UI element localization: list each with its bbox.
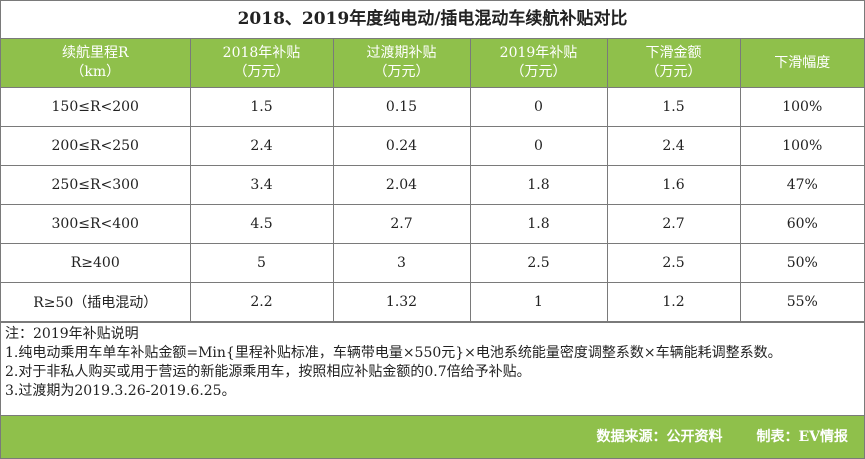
cell-decline-rate: 47% (739, 165, 864, 205)
cell-2019: 2.5 (469, 243, 608, 283)
cell-range: 150≤R<200 (1, 87, 191, 127)
cell-range: 250≤R<300 (1, 165, 191, 205)
cell-transition: 2.04 (332, 165, 471, 205)
cell-decline-amount: 1.2 (606, 282, 741, 322)
cell-decline-amount: 1.6 (606, 165, 741, 205)
table-row: 150≤R<200 1.5 0.15 0 1.5 100% (1, 87, 864, 127)
table-row: R≥400 5 3 2.5 2.5 50% (1, 243, 864, 283)
cell-decline-rate: 100% (739, 126, 864, 166)
cell-2019: 1 (469, 282, 608, 322)
subsidy-table: 续航里程R （km） 2018年补贴 （万元） 过渡期补贴 （万元） 2019年补贴（… (1, 39, 864, 322)
cell-2019: 0 (469, 87, 608, 127)
cell-transition: 0.24 (332, 126, 471, 166)
subsidy-notes: 注：2019年补贴说明 1.纯电动乘用车单车补贴金额=Min{里程补贴标准，车辆… (1, 322, 864, 424)
cell-2018: 4.5 (189, 204, 334, 244)
header-transition-subsidy: 过渡期补贴 （万元） (332, 39, 471, 88)
cell-decline-amount: 1.5 (606, 87, 741, 127)
cell-range: R≥400 (1, 243, 191, 283)
cell-decline-rate: 60% (739, 204, 864, 244)
cell-transition: 3 (332, 243, 471, 283)
cell-range: 200≤R<250 (1, 126, 191, 166)
cell-2018: 2.4 (189, 126, 334, 166)
cell-2018: 5 (189, 243, 334, 283)
note-item: 1.纯电动乘用车单车补贴金额=Min{里程补贴标准，车辆带电量×550元}×电池… (5, 345, 782, 361)
cell-2019: 1.8 (469, 204, 608, 244)
cell-decline-amount: 2.4 (606, 126, 741, 166)
table-row: 300≤R<400 4.5 2.7 1.8 2.7 60% (1, 204, 864, 244)
cell-transition: 2.7 (332, 204, 471, 244)
header-2019-subsidy: 2019年补贴 （万元） (469, 39, 608, 88)
header-decline-amount: 下滑金额 （万元） (606, 39, 741, 88)
cell-decline-rate: 100% (739, 87, 864, 127)
header-range: 续航里程R （km） (1, 39, 191, 88)
cell-transition: 0.15 (332, 87, 471, 127)
cell-range: R≥50（插电混动） (1, 282, 191, 322)
data-source: 数据来源：公开资料 (596, 429, 723, 445)
cell-2019: 1.8 (469, 165, 608, 205)
header-decline-rate: 下滑幅度 (739, 39, 864, 88)
cell-2019: 0 (469, 126, 608, 166)
cell-decline-rate: 50% (739, 243, 864, 283)
cell-decline-amount: 2.7 (606, 204, 741, 244)
table-row: 250≤R<300 3.4 2.04 1.8 1.6 47% (1, 165, 864, 205)
cell-decline-rate: 55% (739, 282, 864, 322)
cell-decline-amount: 2.5 (606, 243, 741, 283)
note-heading: 注：2019年补贴说明 (5, 326, 139, 342)
header-2018-subsidy: 2018年补贴 （万元） (189, 39, 334, 88)
note-item: 3.过渡期为2019.3.26-2019.6.25。 (5, 383, 236, 399)
table-row: R≥50（插电混动） 2.2 1.32 1 1.2 55% (1, 282, 864, 322)
table-title: 2018、2019年度纯电动/插电混动车续航补贴对比 (1, 1, 864, 39)
source-footer: 数据来源：公开资料 制表：EV情报 (1, 415, 864, 458)
header-row: 续航里程R （km） 2018年补贴 （万元） 过渡期补贴 （万元） 2019年补贴（… (1, 39, 864, 88)
cell-transition: 1.32 (332, 282, 471, 322)
cell-range: 300≤R<400 (1, 204, 191, 244)
cell-2018: 3.4 (189, 165, 334, 205)
note-item: 2.对于非私人购买或用于营运的新能源乘用车，按照相应补贴金额的0.7倍给予补贴。 (5, 364, 531, 380)
cell-2018: 1.5 (189, 87, 334, 127)
table-author: 制表：EV情报 (756, 429, 848, 445)
table-row: 200≤R<250 2.4 0.24 0 2.4 100% (1, 126, 864, 166)
cell-2018: 2.2 (189, 282, 334, 322)
